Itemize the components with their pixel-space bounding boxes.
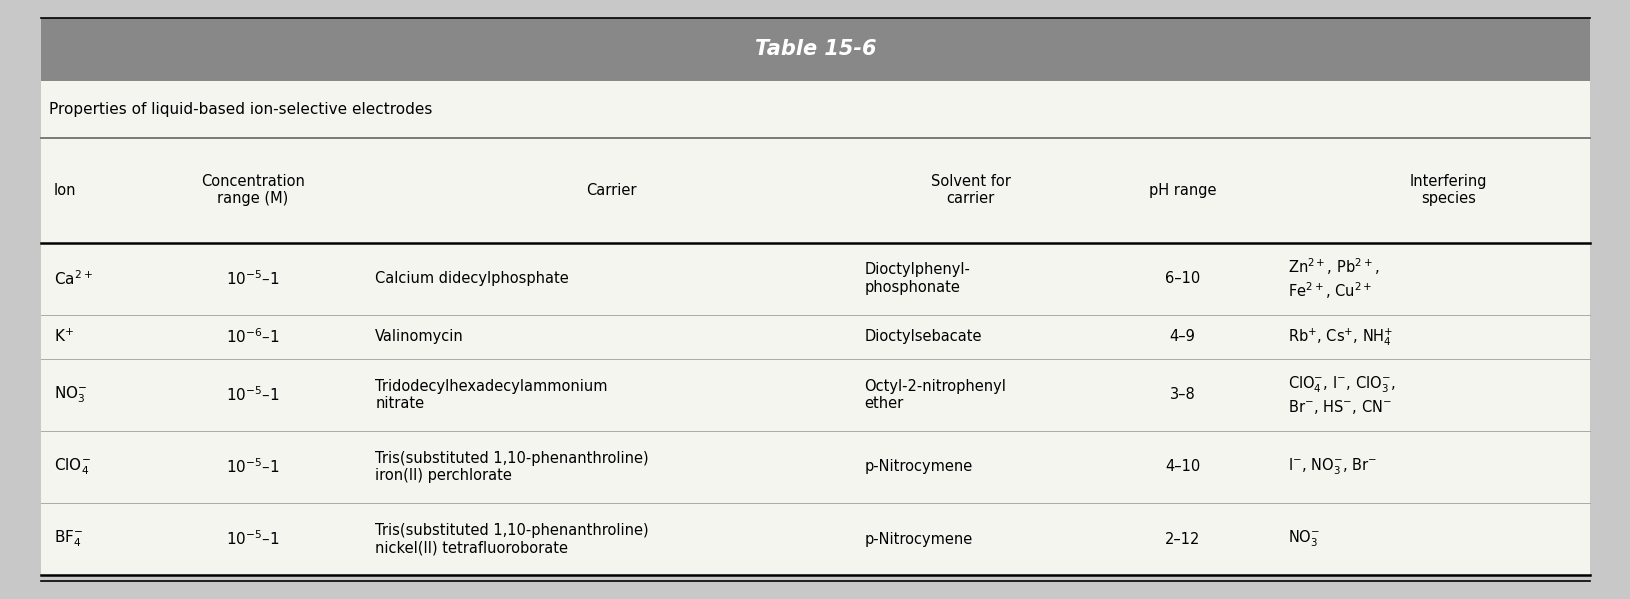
- Text: Tris(substituted 1,10-phenanthroline)
nickel(II) tetrafluoroborate: Tris(substituted 1,10-phenanthroline) ni…: [375, 523, 649, 555]
- Text: Properties of liquid-based ion-selective electrodes: Properties of liquid-based ion-selective…: [49, 102, 432, 117]
- Bar: [41, 359, 1589, 431]
- Bar: [41, 431, 1589, 503]
- Text: Table 15-6: Table 15-6: [755, 40, 875, 59]
- Text: Zn$^{2+}$, Pb$^{2+}$,
Fe$^{2+}$, Cu$^{2+}$: Zn$^{2+}$, Pb$^{2+}$, Fe$^{2+}$, Cu$^{2+…: [1288, 256, 1379, 301]
- Text: pH range: pH range: [1148, 183, 1216, 198]
- Text: p-Nitrocymene: p-Nitrocymene: [864, 459, 971, 474]
- Text: 2–12: 2–12: [1164, 531, 1200, 546]
- Text: $10^{-5}$–1: $10^{-5}$–1: [227, 270, 279, 288]
- Bar: [41, 81, 1589, 138]
- Text: p-Nitrocymene: p-Nitrocymene: [864, 531, 971, 546]
- Text: $10^{-6}$–1: $10^{-6}$–1: [227, 328, 279, 346]
- Text: Rb$^{+}$, Cs$^{+}$, NH$_4^{+}$: Rb$^{+}$, Cs$^{+}$, NH$_4^{+}$: [1288, 326, 1394, 347]
- Text: Calcium didecylphosphate: Calcium didecylphosphate: [375, 271, 569, 286]
- Text: BF$_4^{-}$: BF$_4^{-}$: [54, 529, 83, 549]
- Text: Tridodecylhexadecylammonium
nitrate: Tridodecylhexadecylammonium nitrate: [375, 379, 608, 411]
- Text: NO$_3^{-}$: NO$_3^{-}$: [1288, 529, 1320, 549]
- Text: Ca$^{2+}$: Ca$^{2+}$: [54, 270, 93, 288]
- Text: 3–8: 3–8: [1169, 388, 1195, 403]
- Text: 6–10: 6–10: [1164, 271, 1200, 286]
- Text: $10^{-5}$–1: $10^{-5}$–1: [227, 386, 279, 404]
- Text: Solvent for
carrier: Solvent for carrier: [931, 174, 1009, 207]
- Text: K$^{+}$: K$^{+}$: [54, 328, 73, 346]
- Text: $10^{-5}$–1: $10^{-5}$–1: [227, 458, 279, 476]
- Text: 4–9: 4–9: [1169, 329, 1195, 344]
- Text: Valinomycin: Valinomycin: [375, 329, 463, 344]
- Text: 4–10: 4–10: [1164, 459, 1200, 474]
- Text: Dioctylsebacate: Dioctylsebacate: [864, 329, 981, 344]
- Bar: [41, 18, 1589, 81]
- Text: Ion: Ion: [54, 183, 77, 198]
- Text: NO$_3^{-}$: NO$_3^{-}$: [54, 385, 86, 405]
- Text: ClO$_4^{-}$, I$^{-}$, ClO$_3^{-}$,
Br$^{-}$, HS$^{-}$, CN$^{-}$: ClO$_4^{-}$, I$^{-}$, ClO$_3^{-}$, Br$^{…: [1288, 374, 1395, 416]
- Text: Octyl-2-nitrophenyl
ether: Octyl-2-nitrophenyl ether: [864, 379, 1006, 411]
- Bar: [41, 138, 1589, 243]
- Bar: [41, 314, 1589, 359]
- Text: Tris(substituted 1,10-phenanthroline)
iron(II) perchlorate: Tris(substituted 1,10-phenanthroline) ir…: [375, 450, 649, 483]
- Bar: [41, 503, 1589, 575]
- Text: ClO$_4^{-}$: ClO$_4^{-}$: [54, 456, 91, 477]
- Text: Interfering
species: Interfering species: [1408, 174, 1487, 207]
- Text: Carrier: Carrier: [587, 183, 636, 198]
- Text: Dioctylphenyl-
phosphonate: Dioctylphenyl- phosphonate: [864, 262, 970, 295]
- Text: $10^{-5}$–1: $10^{-5}$–1: [227, 530, 279, 548]
- Text: I$^{-}$, NO$_3^{-}$, Br$^{-}$: I$^{-}$, NO$_3^{-}$, Br$^{-}$: [1288, 456, 1377, 477]
- Bar: [41, 243, 1589, 314]
- Text: Concentration
range (M): Concentration range (M): [200, 174, 305, 207]
